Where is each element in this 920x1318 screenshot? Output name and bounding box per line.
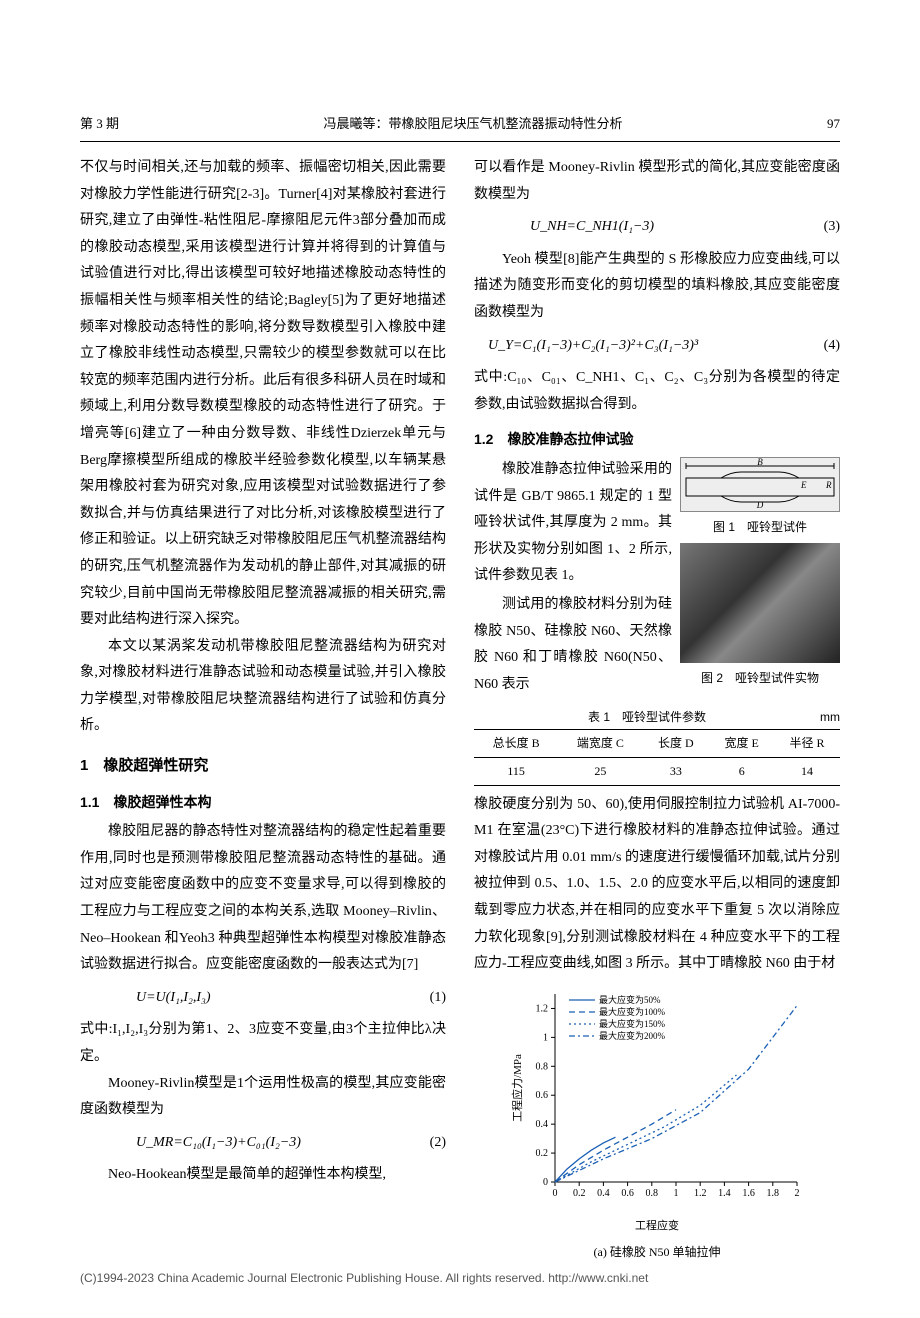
- svg-text:最大应变为100%: 最大应变为100%: [599, 1006, 666, 1017]
- table-1: 表 1 哑铃型试件参数 mm 总长度 B 端宽度 C 长度 D 宽度 E 半径 …: [474, 706, 840, 785]
- table-cell: 14: [774, 757, 840, 785]
- chart-subtitle: (a) 硅橡胶 N50 单轴拉伸: [507, 1241, 807, 1264]
- chart-xlabel: 工程应变: [507, 1216, 807, 1237]
- table-cell: 33: [642, 757, 709, 785]
- svg-text:1.2: 1.2: [694, 1188, 707, 1199]
- table-header: 半径 R: [774, 730, 840, 758]
- table-unit: mm: [820, 706, 840, 729]
- paper-title: 冯晨曦等：带橡胶阻尼块压气机整流器振动特性分析: [324, 112, 623, 137]
- body-text: 式中:I₁,I₂,I₃分别为第1、2、3应变不变量,由3个主拉伸比λ决定。: [80, 1017, 446, 1070]
- figure-group: B E R D 图 1 哑铃型试件 图 2 哑铃型试件实物: [680, 457, 840, 694]
- figure-2-photo: [680, 543, 840, 663]
- table-cell: 6: [709, 757, 774, 785]
- table-params: 总长度 B 端宽度 C 长度 D 宽度 E 半径 R 115 25 33 6 1…: [474, 729, 840, 786]
- equation-number: (3): [824, 214, 840, 241]
- svg-text:0: 0: [553, 1188, 558, 1199]
- table-header: 长度 D: [642, 730, 709, 758]
- body-text: Mooney-Rivlin模型是1个运用性极高的模型,其应变能密度函数模型为: [80, 1071, 446, 1124]
- svg-text:1: 1: [543, 1032, 548, 1043]
- body-text: 橡胶阻尼器的静态特性对整流器结构的稳定性起着重要作用,同时也是预测带橡胶阻尼整流…: [80, 819, 446, 979]
- svg-text:0.6: 0.6: [536, 1090, 549, 1101]
- equation: U_MR=C₁₀(I₁−3)+C₀₁(I₂−3) (2): [80, 1130, 446, 1157]
- body-text: 橡胶硬度分别为 50、60),使用伺服控制拉力试验机 AI-7000-M1 在室…: [474, 792, 840, 978]
- equation: U=U(I₁,I₂,I₃) (1): [80, 985, 446, 1012]
- table-header: 总长度 B: [474, 730, 558, 758]
- figure-3a-chart: 0 0.2 0.4 0.6 0.8 1 1.2 1.4 1.6 1.8 2 0 0.2 0.4 0.6 0.8…: [507, 986, 807, 1264]
- left-column: 不仅与时间相关,还与加载的频率、振幅密切相关,因此需要对橡胶力学性能进行研究[2…: [80, 155, 446, 1268]
- svg-text:0.4: 0.4: [597, 1188, 610, 1199]
- body-text: Yeoh 模型[8]能产生典型的 S 形橡胶应力应变曲线,可以描述为随变形而变化…: [474, 247, 840, 327]
- svg-text:D: D: [756, 500, 764, 510]
- svg-text:0.4: 0.4: [536, 1119, 549, 1130]
- right-column: 可以看作是 Mooney-Rivlin 模型形式的简化,其应变能密度函数模型为 …: [474, 155, 840, 1268]
- svg-text:工程应力/MPa: 工程应力/MPa: [510, 1054, 524, 1122]
- equation-body: U_Y=C₁(I₁−3)+C₂(I₁−3)²+C₃(I₁−3)³: [488, 333, 698, 360]
- svg-text:最大应变为200%: 最大应变为200%: [599, 1030, 666, 1041]
- svg-text:最大应变为150%: 最大应变为150%: [599, 1018, 666, 1029]
- svg-text:0.8: 0.8: [536, 1061, 549, 1072]
- svg-text:0.2: 0.2: [573, 1188, 586, 1199]
- figure-1-caption: 图 1 哑铃型试件: [680, 516, 840, 539]
- table-header: 端宽度 C: [558, 730, 642, 758]
- body-text: 本文以某涡桨发动机带橡胶阻尼整流器结构为研究对象,对橡胶材料进行准静态试验和动态…: [80, 634, 446, 740]
- svg-text:1.8: 1.8: [767, 1188, 780, 1199]
- issue-label: 第 3 期: [80, 112, 119, 137]
- subsection-heading: 1.2 橡胶准静态拉伸试验: [474, 426, 840, 453]
- svg-text:E: E: [800, 480, 807, 490]
- section-heading: 1 橡胶超弹性研究: [80, 752, 446, 781]
- svg-text:1.2: 1.2: [536, 1003, 549, 1014]
- body-text: 可以看作是 Mooney-Rivlin 模型形式的简化,其应变能密度函数模型为: [474, 155, 840, 208]
- svg-text:0.8: 0.8: [646, 1188, 659, 1199]
- equation-body: U_MR=C₁₀(I₁−3)+C₀₁(I₂−3): [136, 1130, 301, 1157]
- table-header: 宽度 E: [709, 730, 774, 758]
- equation-number: (1): [430, 985, 446, 1012]
- table-cell: 115: [474, 757, 558, 785]
- equation: U_Y=C₁(I₁−3)+C₂(I₁−3)²+C₃(I₁−3)³ (4): [474, 333, 840, 360]
- svg-text:0.2: 0.2: [536, 1148, 549, 1159]
- body-text: 式中:C₁₀、C₀₁、C_NH1、C₁、C₂、C₃分别为各模型的待定参数,由试验…: [474, 365, 840, 418]
- svg-text:1.6: 1.6: [742, 1188, 755, 1199]
- equation-body: U_NH=C_NH1(I₁−3): [530, 214, 654, 241]
- figure-1-diagram: B E R D: [680, 457, 840, 512]
- figure-2-caption: 图 2 哑铃型试件实物: [680, 667, 840, 690]
- page-footer: (C)1994-2023 China Academic Journal Elec…: [80, 1267, 840, 1290]
- svg-text:0.6: 0.6: [621, 1188, 634, 1199]
- equation: U_NH=C_NH1(I₁−3) (3): [474, 214, 840, 241]
- equation-body: U=U(I₁,I₂,I₃): [136, 985, 211, 1012]
- svg-text:1: 1: [674, 1188, 679, 1199]
- svg-text:0: 0: [543, 1177, 548, 1188]
- svg-text:1.4: 1.4: [718, 1188, 731, 1199]
- svg-text:2: 2: [795, 1188, 800, 1199]
- page-number: 97: [827, 112, 840, 137]
- subsection-heading: 1.1 橡胶超弹性本构: [80, 789, 446, 816]
- table-caption: 表 1 哑铃型试件参数: [588, 706, 706, 729]
- equation-number: (2): [430, 1130, 446, 1157]
- body-text: 不仅与时间相关,还与加载的频率、振幅密切相关,因此需要对橡胶力学性能进行研究[2…: [80, 155, 446, 634]
- svg-text:最大应变为50%: 最大应变为50%: [599, 994, 661, 1005]
- table-cell: 25: [558, 757, 642, 785]
- body-text: Neo-Hookean模型是最简单的超弹性本构模型,: [80, 1162, 446, 1189]
- svg-text:B: B: [757, 458, 763, 467]
- page-header: 第 3 期 冯晨曦等：带橡胶阻尼块压气机整流器振动特性分析 97: [80, 112, 840, 142]
- equation-number: (4): [824, 333, 840, 360]
- svg-text:R: R: [825, 480, 832, 490]
